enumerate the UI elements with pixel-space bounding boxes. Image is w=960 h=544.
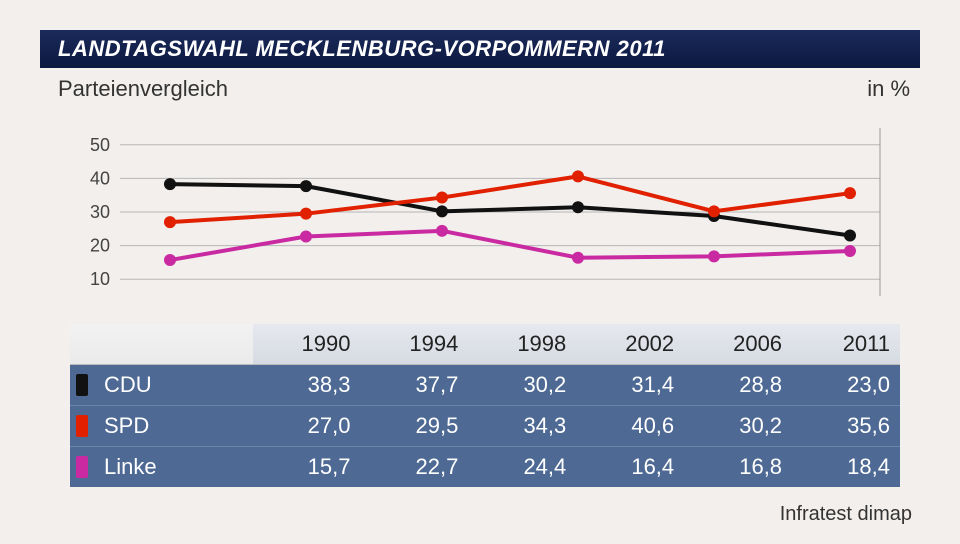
data-cell: 37,7: [360, 365, 468, 406]
series-point-linke: [436, 225, 448, 237]
table-row: CDU 38,337,730,231,428,823,0: [70, 365, 900, 406]
series-point-spd: [164, 216, 176, 228]
unit-label: in %: [867, 76, 910, 102]
series-line-cdu: [170, 184, 850, 235]
line-chart: 10 20 30 40 50: [70, 120, 900, 310]
series-line-spd: [170, 176, 850, 222]
data-cell: 30,2: [468, 365, 576, 406]
figure-root: LANDTAGSWAHL MECKLENBURG-VORPOMMERN 2011…: [0, 0, 960, 544]
table-header-blank: [70, 324, 253, 365]
row-label: CDU: [70, 365, 253, 406]
series-point-cdu: [300, 180, 312, 192]
main-title: LANDTAGSWAHL MECKLENBURG-VORPOMMERN 2011: [40, 30, 920, 68]
data-cell: 35,6: [792, 406, 900, 447]
series-point-cdu: [844, 230, 856, 242]
row-label-text: Linke: [104, 454, 157, 479]
series-point-linke: [164, 254, 176, 266]
data-cell: 30,2: [684, 406, 792, 447]
series-point-cdu: [572, 201, 584, 213]
row-label-text: CDU: [104, 372, 152, 397]
row-label-text: SPD: [104, 413, 149, 438]
series-point-spd: [844, 187, 856, 199]
series-point-spd: [572, 170, 584, 182]
table-header-year: 2011: [792, 324, 900, 365]
data-cell: 29,5: [360, 406, 468, 447]
color-swatch: [76, 456, 88, 478]
data-cell: 23,0: [792, 365, 900, 406]
data-cell: 18,4: [792, 447, 900, 488]
table-header-year: 2006: [684, 324, 792, 365]
data-cell: 15,7: [253, 447, 361, 488]
table-row: SPD 27,029,534,340,630,235,6: [70, 406, 900, 447]
y-tick-label: 20: [90, 236, 110, 256]
y-tick-label: 10: [90, 269, 110, 289]
series-point-spd: [708, 205, 720, 217]
data-cell: 27,0: [253, 406, 361, 447]
series-point-linke: [572, 252, 584, 264]
series-point-cdu: [436, 205, 448, 217]
series-point-spd: [300, 208, 312, 220]
series-point-linke: [300, 231, 312, 243]
data-cell: 28,8: [684, 365, 792, 406]
data-table: 199019941998200220062011CDU38,337,730,23…: [70, 324, 900, 487]
data-cell: 16,4: [576, 447, 684, 488]
data-cell: 34,3: [468, 406, 576, 447]
data-cell: 31,4: [576, 365, 684, 406]
y-tick-label: 50: [90, 135, 110, 155]
row-label: SPD: [70, 406, 253, 447]
table-header-year: 1990: [253, 324, 361, 365]
table-row: Linke 15,722,724,416,416,818,4: [70, 447, 900, 488]
table-header-year: 1998: [468, 324, 576, 365]
table-header-year: 1994: [360, 324, 468, 365]
series-point-linke: [844, 245, 856, 257]
chart-svg: 10 20 30 40 50: [70, 120, 900, 310]
chart-subtitle: Parteienvergleich: [58, 76, 228, 102]
data-cell: 22,7: [360, 447, 468, 488]
row-label: Linke: [70, 447, 253, 488]
data-cell: 40,6: [576, 406, 684, 447]
data-cell: 24,4: [468, 447, 576, 488]
series-point-linke: [708, 250, 720, 262]
data-cell: 16,8: [684, 447, 792, 488]
y-tick-label: 30: [90, 202, 110, 222]
data-cell: 38,3: [253, 365, 361, 406]
source-label: Infratest dimap: [780, 503, 912, 526]
data-table-wrap: 199019941998200220062011CDU38,337,730,23…: [70, 324, 900, 487]
color-swatch: [76, 415, 88, 437]
color-swatch: [76, 374, 88, 396]
series-point-cdu: [164, 178, 176, 190]
table-header-year: 2002: [576, 324, 684, 365]
y-tick-label: 40: [90, 168, 110, 188]
series-point-spd: [436, 192, 448, 204]
table-header-row: 199019941998200220062011: [70, 324, 900, 365]
